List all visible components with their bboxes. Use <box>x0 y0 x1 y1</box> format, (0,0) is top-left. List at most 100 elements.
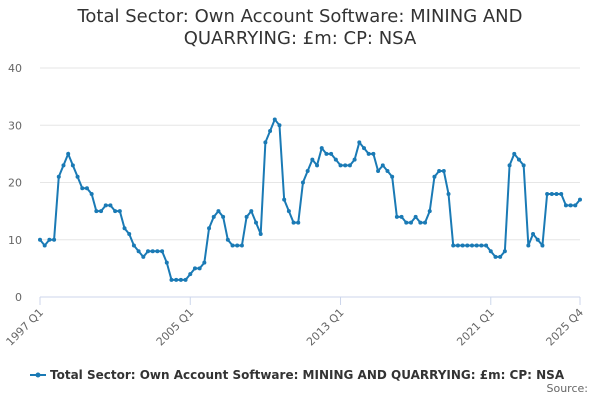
data-point <box>540 243 545 248</box>
data-point <box>164 260 169 265</box>
data-point <box>61 163 66 168</box>
data-point <box>535 237 540 242</box>
data-point <box>441 169 446 174</box>
data-point <box>460 243 465 248</box>
data-point <box>254 220 258 225</box>
data-point <box>155 249 160 254</box>
data-point <box>380 163 385 168</box>
data-point <box>310 157 315 162</box>
data-point <box>305 169 310 174</box>
data-point <box>493 254 498 259</box>
data-point <box>399 214 404 219</box>
data-point <box>418 220 423 225</box>
data-point <box>465 243 470 248</box>
data-point <box>371 151 376 156</box>
data-point <box>225 237 230 242</box>
data-point <box>333 157 338 162</box>
data-point <box>455 243 460 248</box>
data-point <box>300 180 305 185</box>
data-point <box>230 243 235 248</box>
data-point <box>263 140 268 145</box>
data-point <box>516 157 521 162</box>
data-point <box>291 220 296 225</box>
x-tick-label: 2025 Q4 <box>544 306 587 349</box>
source: Source: <box>547 382 589 395</box>
data-point <box>42 243 47 248</box>
data-point <box>103 203 108 208</box>
data-point <box>249 209 254 214</box>
data-point <box>470 243 474 248</box>
data-point <box>451 243 456 248</box>
data-point <box>258 232 263 237</box>
data-point <box>244 214 249 219</box>
data-point <box>488 249 493 254</box>
data-point <box>70 163 75 168</box>
data-point <box>484 243 489 248</box>
data-point <box>362 146 366 151</box>
x-tick-label: 2021 Q1 <box>454 306 497 349</box>
data-point <box>216 209 221 214</box>
data-point <box>183 277 188 282</box>
data-point <box>423 220 428 225</box>
legend-label: Total Sector: Own Account Software: MINI… <box>50 368 565 382</box>
data-point <box>117 209 122 214</box>
data-point <box>160 249 165 254</box>
data-point <box>352 157 357 162</box>
data-point <box>127 232 132 237</box>
data-point <box>38 237 42 242</box>
data-point <box>357 140 362 145</box>
data-point <box>131 243 136 248</box>
data-point <box>578 197 582 202</box>
data-point <box>277 123 282 128</box>
data-point <box>385 169 390 174</box>
data-point <box>324 151 329 156</box>
data-point <box>394 214 399 219</box>
data-point <box>343 163 348 168</box>
data-point <box>80 186 85 191</box>
data-point <box>47 237 52 242</box>
x-tick-label: 2013 Q1 <box>304 306 347 349</box>
data-point <box>531 232 536 237</box>
y-tick-label: 0 <box>15 291 22 304</box>
y-tick-label: 20 <box>8 177 22 190</box>
data-point <box>404 220 409 225</box>
data-point <box>89 191 94 196</box>
data-point <box>559 191 564 196</box>
x-tick-label: 1997 Q1 <box>4 306 47 349</box>
data-point <box>286 209 291 214</box>
data-point <box>507 163 512 168</box>
data-point <box>498 254 503 259</box>
data-point <box>329 151 334 156</box>
data-point <box>549 191 554 196</box>
data-point <box>390 174 395 179</box>
data-point <box>474 243 479 248</box>
data-point <box>188 272 193 277</box>
data-point <box>99 209 104 214</box>
data-point <box>272 117 277 122</box>
data-point <box>437 169 442 174</box>
data-point <box>211 214 216 219</box>
data-point <box>268 128 273 133</box>
data-point <box>432 174 437 179</box>
data-point <box>296 220 301 225</box>
data-point <box>347 163 352 168</box>
data-point <box>512 151 517 156</box>
data-point <box>319 146 324 151</box>
data-point <box>207 226 212 231</box>
data-point <box>197 266 202 271</box>
data-point <box>113 209 118 214</box>
y-tick-label: 10 <box>8 234 22 247</box>
data-point <box>56 174 61 179</box>
data-point <box>282 197 287 202</box>
data-point <box>84 186 89 191</box>
data-point <box>446 191 451 196</box>
data-point <box>427 209 432 214</box>
data-point <box>554 191 559 196</box>
data-point <box>545 191 550 196</box>
data-point <box>75 174 80 179</box>
data-point <box>568 203 573 208</box>
legend-marker <box>35 372 41 378</box>
data-point <box>52 237 57 242</box>
data-point <box>150 249 155 254</box>
